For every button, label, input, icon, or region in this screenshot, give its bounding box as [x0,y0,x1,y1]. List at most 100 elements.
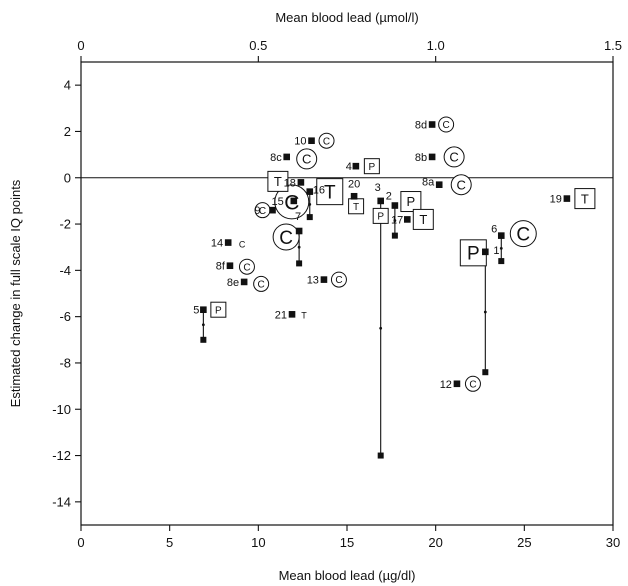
data-point [435,181,443,188]
design-marker-letter: C [469,379,476,390]
design-marker-letter: C [449,150,458,165]
range-midpoint [499,246,503,250]
data-point [320,276,328,283]
marker-outline [316,178,344,206]
design-marker-circle: C [318,132,335,149]
design-marker-circle: C [272,223,300,251]
data-point [288,311,296,318]
range-midpoint [379,326,383,330]
y-tick-label: -6 [59,309,71,324]
y-axis-title: Estimated change in full scale IQ points [8,179,23,407]
range-midpoint [393,219,397,222]
marker-outline [267,170,289,192]
marker-outline [363,158,380,175]
design-marker-letter: C [516,224,530,245]
design-marker-letter: C [302,152,311,167]
design-marker-letter: C [323,136,330,147]
point-label: 8c [270,152,282,164]
x-tick-label: 20 [428,535,442,550]
design-marker-box: T [348,198,365,215]
point-label: 17 [391,214,403,226]
design-marker-letter: C [258,280,265,291]
range-endpoint [391,232,398,239]
x-tick-label: 25 [517,535,531,550]
y-tick-label: -8 [59,355,71,370]
data-point [563,195,571,202]
x-tick-label: 10 [251,535,265,550]
design-marker-box: P [400,191,422,213]
point-label: 5 [193,305,199,317]
range-endpoint [377,452,384,459]
top-tick-label: 1.5 [604,38,622,53]
y-tick-label: -2 [59,217,71,232]
point-label: 7 [295,211,301,223]
design-marker-circle: C [438,116,455,133]
design-marker-letter: T [274,174,282,189]
range-endpoint [498,258,505,265]
design-marker-circle: C [296,148,318,170]
point-label: 13 [307,275,319,287]
marker-outline [459,239,487,267]
data-point [200,306,207,314]
point-label: 2 [386,191,392,203]
point-label: 3 [375,182,381,194]
y-tick-label: -14 [52,494,71,509]
data-point [497,232,505,239]
design-marker-letter: C [279,228,293,249]
marker-outline [372,207,389,224]
data-point [295,227,303,235]
design-marker-box: T [412,208,434,230]
point-label: 8b [415,152,427,164]
point-label: 6 [491,224,497,236]
y-tick-label: -4 [59,263,71,278]
plot-frame [80,61,614,526]
data-point [308,137,315,145]
design-marker-letter: T [419,212,427,227]
design-marker-letter: P [407,194,416,209]
y-tick-label: -12 [52,448,71,463]
point-label: 8d [415,120,427,132]
point-label: 8a [422,177,435,189]
marker-outline [464,375,481,392]
point-label: 8f [216,261,226,273]
design-markers: PPPPPCCCCCCCCCCCCCCTTTTTT [210,116,596,392]
data-point [240,278,248,286]
marker-outline [238,258,255,275]
y-tick-label: -10 [52,402,71,417]
data-point [453,380,461,388]
design-marker-box: P [372,207,389,224]
design-marker-box: P [459,239,487,267]
data-point [306,188,314,195]
marker-outline [330,271,347,288]
design-marker-letter: T [301,310,307,320]
top-tick-label: 0.5 [249,38,267,53]
marker-outline [438,116,455,133]
y-tick-label: 2 [64,124,71,139]
marker-outline [450,174,472,196]
design-marker-letter: P [369,162,376,173]
design-marker-circle: C [450,174,472,196]
design-marker-letter: C [443,120,450,131]
range-midpoint [297,245,301,249]
data-point [297,179,305,186]
design-marker-box: P [363,158,380,175]
x-tick-label: 0 [77,535,84,550]
design-marker-letter: C [335,275,342,286]
data-point [290,197,298,205]
design-marker-box: P [210,301,227,318]
design-marker-letter: C [239,240,246,250]
range-endpoint [306,214,313,221]
marker-outline [412,208,434,230]
data-point [428,121,436,128]
marker-outline [443,146,465,168]
point-label: 9 [254,205,260,217]
data-point [226,262,234,270]
point-label: 19 [550,194,562,206]
range-endpoint [482,369,489,376]
marker-outline [296,148,318,170]
range-endpoint [200,336,207,343]
design-marker-letter: T [581,191,589,206]
marker-outline [574,188,596,210]
x-axis-title: Mean blood lead (µg/dl) [279,568,416,583]
point-label: 21 [275,309,287,321]
